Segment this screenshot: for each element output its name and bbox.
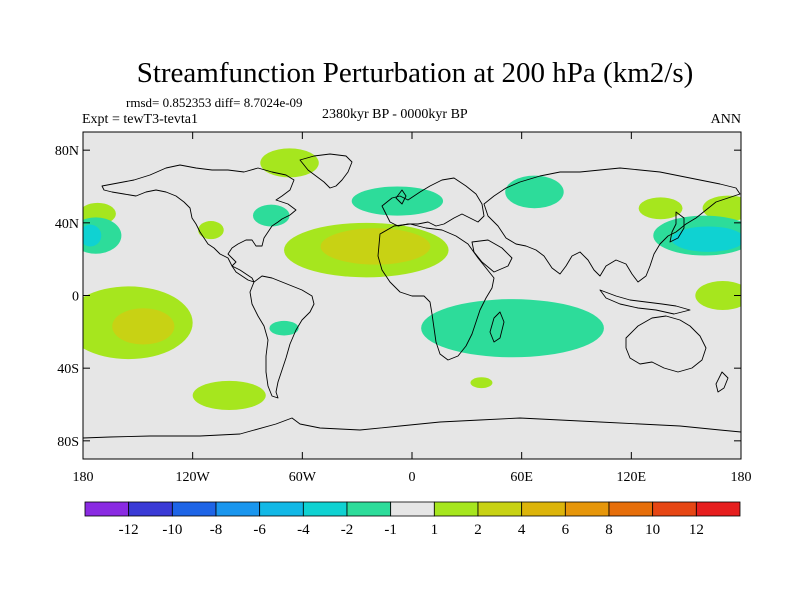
colorbar-box [390, 501, 435, 517]
lat-tick-label: 0 [72, 290, 79, 305]
field-anomaly-0 [260, 148, 319, 178]
coast-north-america [101, 164, 297, 267]
field-anomaly-2 [198, 221, 224, 240]
field-anomaly-16 [269, 320, 299, 336]
field-anomaly-12 [252, 204, 290, 227]
coast-indonesia [599, 289, 691, 315]
colorbar-label: 10 [645, 522, 660, 538]
colorbar-label: 4 [518, 522, 526, 538]
field-anomaly-8 [638, 197, 683, 220]
colorbar-label: -6 [253, 522, 266, 538]
field-anomaly-20 [671, 226, 741, 252]
coast-south-america [249, 275, 315, 399]
coast-australia [625, 315, 707, 373]
lon-tick-label: 60W [289, 470, 317, 485]
colorbar-label: 8 [605, 522, 613, 538]
colorbar-box [259, 501, 304, 517]
coast-japan [669, 211, 685, 243]
lat-tick-label: 40S [57, 362, 79, 377]
colorbar-label: 6 [562, 522, 570, 538]
colorbar-label: -8 [210, 522, 223, 538]
map-axes: 80N 40N 0 40S 80S 180 120W 60W 0 60E 120E 180 [55, 132, 752, 485]
coast-africa [377, 223, 495, 361]
field-anomaly-15 [421, 299, 604, 358]
field-anomaly-18 [83, 224, 102, 247]
lon-tick-label: 120W [176, 470, 211, 485]
coast-arabia [471, 239, 513, 273]
colorbar-box [346, 501, 392, 517]
lon-tick-label: 180 [73, 470, 94, 485]
field-anomaly-10 [695, 280, 741, 311]
colorbar-label: 12 [689, 522, 704, 538]
season-label: ANN [711, 112, 741, 127]
period-label: 2380kyr BP - 0000kyr BP [322, 107, 468, 122]
colorbar-box [302, 501, 348, 517]
colorbar-box [608, 501, 654, 517]
field-anomaly-13 [351, 186, 444, 216]
colorbar-label: 1 [431, 522, 439, 538]
colorbar-box [521, 501, 566, 517]
coast-antarctica [83, 417, 741, 439]
colorbar-box [695, 501, 741, 517]
field-anomaly-14 [505, 175, 564, 209]
stats-line: rmsd= 0.852353 diff= 8.7024e-09 [126, 95, 303, 110]
colorbar-box [215, 501, 261, 517]
colorbar-label: 2 [474, 522, 482, 538]
field-anomaly-9 [702, 195, 741, 222]
colorbar-box [564, 501, 610, 517]
colorbar-box [477, 501, 523, 517]
map-background [83, 132, 741, 459]
field-layer [83, 148, 741, 410]
colorbar-box [433, 501, 479, 517]
lat-tick-label: 80S [57, 435, 79, 450]
coastlines [83, 153, 741, 439]
colorbar-box [652, 501, 697, 517]
colorbar-label: -1 [384, 522, 397, 538]
colorbar: -12 -10 -8 -6 -4 -2 -1 1 2 4 6 8 10 12 [84, 501, 741, 538]
experiment-label: Expt = tewT3-tevta1 [82, 112, 198, 127]
colorbar-box [128, 501, 173, 517]
coast-new-zealand [715, 371, 729, 393]
colorbar-label: -4 [297, 522, 310, 538]
colorbar-box [171, 501, 217, 517]
colorbar-label: -12 [119, 522, 139, 538]
lat-tick-label: 80N [55, 144, 79, 159]
coast-asia [483, 167, 741, 283]
lon-tick-label: 0 [409, 470, 416, 485]
plot-title: Streamfunction Perturbation at 200 hPa (… [137, 57, 694, 89]
colorbar-box [84, 501, 130, 517]
field-anomaly-4 [320, 228, 431, 265]
lat-tick-label: 40N [55, 217, 79, 232]
lon-tick-label: 180 [731, 470, 752, 485]
lon-tick-label: 120E [617, 470, 647, 485]
coast-europe [381, 177, 485, 227]
coast-uk [395, 189, 407, 205]
field-anomaly-7 [192, 380, 266, 410]
field-anomaly-6 [112, 308, 175, 345]
lon-tick-label: 60E [510, 470, 533, 485]
field-anomaly-11 [470, 377, 493, 389]
colorbar-label: -10 [162, 522, 182, 538]
colorbar-label: -2 [341, 522, 354, 538]
coast-madagascar [489, 311, 505, 343]
coast-greenland [299, 153, 353, 189]
